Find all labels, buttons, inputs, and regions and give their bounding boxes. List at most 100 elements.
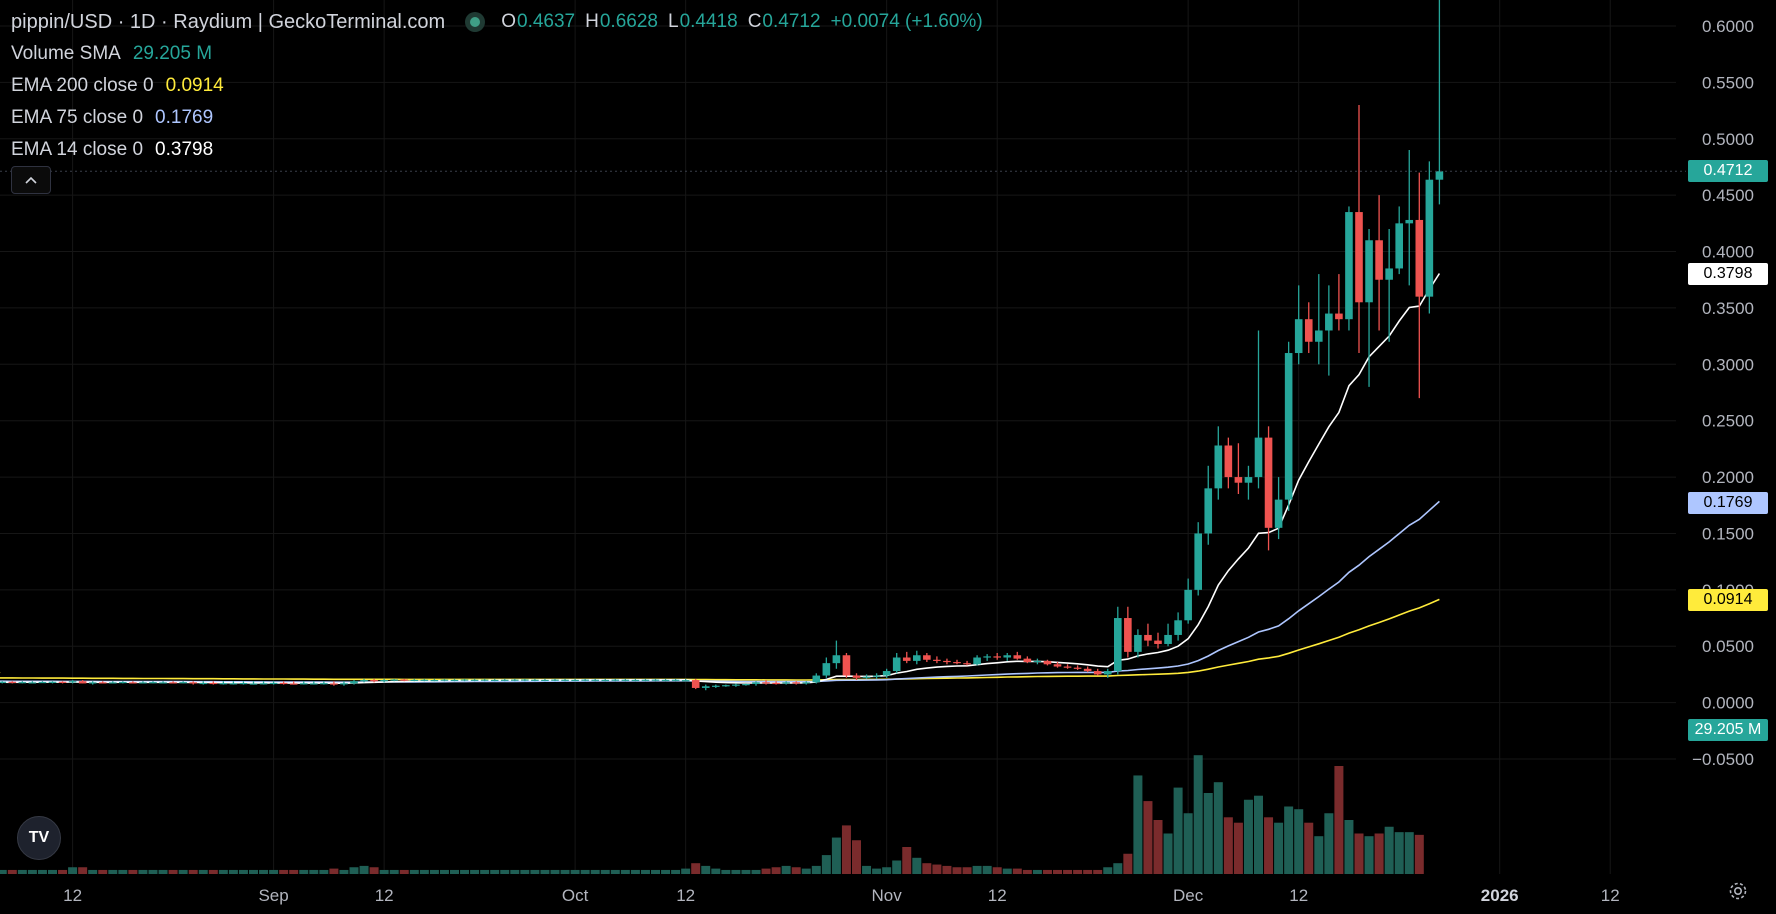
indicator-volume-sma[interactable]: Volume SMA 29.205 M (11, 38, 993, 70)
candle-body (269, 682, 278, 685)
candle-body (762, 682, 770, 684)
candle-body (68, 681, 77, 683)
candle-body (330, 683, 338, 685)
candle-body (742, 684, 750, 686)
volume-bar (369, 867, 379, 874)
candle-body (1023, 658, 1032, 663)
candle-body (109, 682, 117, 684)
gear-icon[interactable] (1726, 880, 1750, 904)
candle-body (249, 683, 258, 685)
volume-bar (771, 867, 781, 874)
collapse-legend-button[interactable] (11, 166, 51, 194)
volume-bar (681, 868, 691, 874)
candle-body (320, 683, 328, 685)
volume-bar (319, 869, 329, 874)
volume-bar (17, 869, 27, 874)
candle-body (1103, 671, 1112, 675)
volume-bar (269, 869, 279, 874)
chart-legend: pippin/USD · 1D · Raydium | GeckoTermina… (11, 6, 993, 166)
indicator-ema-200[interactable]: EMA 200 close 0 0.0914 (11, 70, 993, 102)
y-tick-label: 0.4500 (1702, 186, 1754, 205)
volume-bar (570, 869, 580, 874)
volume-bar (701, 865, 711, 874)
indicator-ema-75[interactable]: EMA 75 close 0 0.1769 (11, 102, 993, 134)
candle-body (139, 682, 147, 684)
indicator-value: 0.3798 (155, 139, 214, 160)
ohlc-close: 0.4712 (762, 11, 821, 32)
volume-bar (872, 868, 882, 874)
volume-bar (1113, 863, 1123, 874)
candle-body (1174, 620, 1182, 635)
candle-body (993, 656, 1001, 658)
x-tick-label: 12 (676, 886, 695, 905)
volume-bar (490, 869, 500, 874)
volume-bar (309, 869, 319, 874)
volume-bar (1364, 836, 1374, 874)
candle-body (511, 679, 519, 681)
candle-body (58, 681, 67, 683)
volume-bar (1163, 833, 1173, 874)
candle-body (1325, 313, 1333, 331)
candle-body (1033, 660, 1042, 663)
volume-bar (530, 869, 540, 874)
volume-bar (1284, 806, 1294, 874)
candle-body (732, 684, 740, 686)
candle-body (1053, 664, 1062, 667)
volume-bar (1274, 822, 1284, 874)
volume-bar (1042, 869, 1052, 874)
candle-body (651, 679, 660, 681)
candle-body (892, 657, 901, 672)
indicator-value: 29.205 M (132, 43, 213, 64)
y-tick-label: 0.0000 (1702, 694, 1754, 713)
candle-body (219, 683, 228, 685)
candle-body (1395, 223, 1403, 269)
volume-bar (1173, 787, 1183, 874)
volume-bar (1012, 868, 1022, 874)
candle-body (259, 683, 268, 685)
volume-bar (721, 869, 731, 874)
candle-body (722, 685, 730, 687)
x-tick-label: 12 (988, 886, 1007, 905)
candle-body (1003, 655, 1012, 658)
volume-bar (1404, 832, 1414, 874)
candle-body (1194, 533, 1202, 590)
candle-body (973, 657, 981, 665)
candle-body (189, 682, 197, 684)
volume-bar (1183, 813, 1193, 874)
volume-bar (1063, 869, 1073, 874)
symbol-title[interactable]: pippin/USD · 1D · Raydium | GeckoTermina… (11, 11, 446, 33)
candle-body (802, 682, 811, 684)
volume-bar (188, 869, 198, 874)
tradingview-logo[interactable]: TV (17, 816, 61, 860)
volume-bar (329, 868, 339, 874)
indicator-label: Volume SMA (11, 43, 121, 64)
volume-bar (1083, 869, 1093, 874)
candle-body (1184, 589, 1192, 621)
y-tick-label: −0.0500 (1692, 750, 1754, 769)
volume-bar (1193, 755, 1203, 874)
y-tick-label: 0.0500 (1702, 637, 1754, 656)
candle-body (1154, 640, 1162, 644)
volume-bar (88, 869, 98, 874)
candle-body (310, 683, 318, 685)
candle-body (88, 682, 97, 684)
candle-body (1093, 671, 1102, 675)
volume-bar (651, 869, 660, 874)
x-tick-label: Oct (562, 886, 589, 905)
volume-bar (520, 869, 530, 874)
candle-body (782, 682, 790, 684)
candle-body (1335, 313, 1343, 320)
x-tick-label: Sep (258, 886, 288, 905)
price-tag: 0.0914 (1688, 588, 1768, 611)
volume-bar (289, 869, 299, 874)
candle-body (882, 671, 891, 676)
volume-bar (1053, 869, 1062, 874)
candle-body (149, 682, 157, 684)
candle-body (440, 679, 449, 681)
volume-bar (1304, 822, 1314, 874)
volume-bar (600, 869, 610, 874)
candle-body (1385, 268, 1393, 280)
volume-bar (1032, 869, 1042, 874)
indicator-ema-14[interactable]: EMA 14 close 0 0.3798 (11, 134, 993, 166)
